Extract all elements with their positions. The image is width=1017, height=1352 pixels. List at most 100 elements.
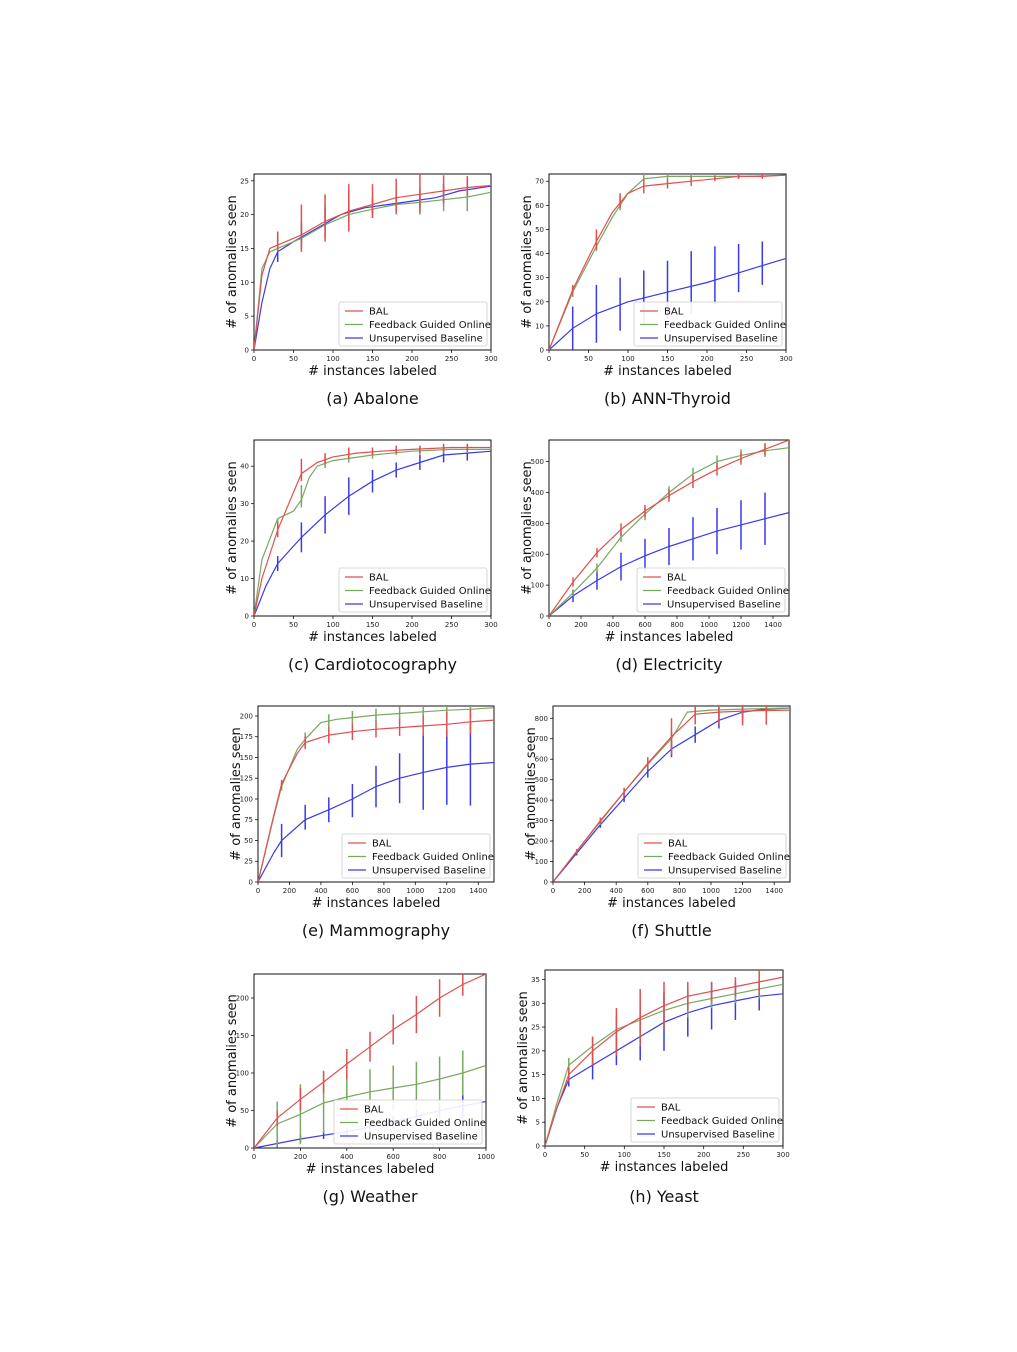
y-axis-label: # of anomalies seen xyxy=(516,991,531,1125)
x-tick-label: 100 xyxy=(621,355,634,363)
y-tick-label: 25 xyxy=(531,1024,540,1032)
legend-label-bal: BAL xyxy=(661,1103,681,1114)
chart-caption: (e) Mammography xyxy=(302,921,450,940)
x-tick-label: 600 xyxy=(641,887,654,895)
series-line-ub xyxy=(545,993,783,1146)
x-tick-label: 400 xyxy=(610,887,623,895)
x-tick-label: 400 xyxy=(314,887,327,895)
legend-label-fgo: Feedback Guided Online xyxy=(661,1116,783,1127)
y-axis-label: # of anomalies seen xyxy=(229,727,244,861)
legend-box xyxy=(341,833,491,879)
x-tick-label: 50 xyxy=(580,1151,589,1159)
legend-box xyxy=(637,833,787,879)
chart-4: 0 200 400 600 800 1000 1200 1400 0 100 200 300 400 50… xyxy=(520,439,790,674)
x-tick-label: 100 xyxy=(618,1151,631,1159)
legend-label-bal: BAL xyxy=(664,307,684,318)
legend-label-ub: Unsupervised Baseline xyxy=(372,866,486,877)
legend-label-fgo: Feedback Guided Online xyxy=(369,320,491,331)
series-line-fgo xyxy=(258,707,494,882)
legend: BAL Feedback Guided Online Unsupervised Ba… xyxy=(333,1099,486,1145)
y-tick-label: 100 xyxy=(535,858,548,866)
y-tick-label: 5 xyxy=(536,1119,540,1127)
y-tick-label: 200 xyxy=(236,995,249,1003)
chart-3: 0 50 100 150 200 250 300 0 10 20 30 40 # instances l… xyxy=(225,439,498,674)
y-tick-label: 150 xyxy=(236,1032,249,1040)
x-tick-label: 300 xyxy=(779,355,792,363)
x-tick-label: 1200 xyxy=(732,621,750,629)
y-tick-label: 400 xyxy=(535,797,548,805)
y-axis-label: # of anomalies seen xyxy=(225,461,240,595)
legend-label-ub: Unsupervised Baseline xyxy=(369,600,483,611)
x-tick-label: 200 xyxy=(294,1153,307,1161)
series-line-fgo xyxy=(254,448,491,616)
x-tick-label: 0 xyxy=(252,355,256,363)
legend-label-fgo: Feedback Guided Online xyxy=(372,852,494,863)
x-tick-label: 300 xyxy=(484,355,497,363)
y-tick-label: 5 xyxy=(245,313,249,321)
chart-caption: (h) Yeast xyxy=(629,1187,699,1206)
y-tick-label: 40 xyxy=(535,250,544,258)
y-tick-label: 100 xyxy=(531,582,544,590)
y-tick-label: 30 xyxy=(240,500,249,508)
y-axis-label: # of anomalies seen xyxy=(225,994,240,1128)
chart-5: 0 200 400 600 800 1000 1200 1400 0 25 50 75 100 125 15… xyxy=(229,705,495,940)
legend-box xyxy=(333,1099,483,1145)
x-tick-label: 0 xyxy=(547,355,551,363)
x-tick-label: 200 xyxy=(700,355,713,363)
x-tick-label: 250 xyxy=(445,621,458,629)
x-tick-label: 300 xyxy=(484,621,497,629)
x-tick-label: 800 xyxy=(670,621,683,629)
y-tick-label: 10 xyxy=(240,575,249,583)
chart-caption: (g) Weather xyxy=(322,1187,418,1206)
chart-caption: (d) Electricity xyxy=(615,655,722,674)
legend-box xyxy=(633,301,783,347)
x-tick-label: 0 xyxy=(252,621,256,629)
chart-caption: (a) Abalone xyxy=(326,389,419,408)
legend: BAL Feedback Guided Online Unsupervised Ba… xyxy=(637,833,790,879)
x-tick-label: 0 xyxy=(252,1153,256,1161)
legend-label-ub: Unsupervised Baseline xyxy=(364,1132,478,1143)
legend-label-bal: BAL xyxy=(372,839,392,850)
y-tick-label: 150 xyxy=(240,754,253,762)
legend-box xyxy=(630,1097,780,1143)
legend-label-ub: Unsupervised Baseline xyxy=(661,1130,775,1141)
series-group xyxy=(254,443,491,616)
y-tick-label: 300 xyxy=(531,520,544,528)
legend-label-fgo: Feedback Guided Online xyxy=(369,586,491,597)
legend-label-fgo: Feedback Guided Online xyxy=(664,320,786,331)
y-tick-label: 300 xyxy=(535,817,548,825)
x-axis-label: # instances labeled xyxy=(312,896,441,911)
y-tick-label: 200 xyxy=(535,838,548,846)
legend-box xyxy=(338,301,488,347)
y-tick-label: 50 xyxy=(535,226,544,234)
series-line-bal xyxy=(549,174,786,350)
y-tick-label: 10 xyxy=(535,322,544,330)
y-tick-label: 0 xyxy=(245,613,249,621)
series-group xyxy=(258,706,494,882)
chart-8: 0 50 100 150 200 250 300 0 5 10 15 20 25 30 35 # instan… xyxy=(516,969,790,1206)
chart-2: 0 50 100 150 200 250 300 0 10 20 30 40 50 60 70 # insta… xyxy=(520,173,793,408)
legend: BAL Feedback Guided Online Unsupervised Ba… xyxy=(633,301,786,347)
legend-label-ub: Unsupervised Baseline xyxy=(668,866,782,877)
x-tick-label: 0 xyxy=(551,887,555,895)
y-tick-label: 30 xyxy=(531,1000,540,1008)
series-group xyxy=(549,440,789,616)
y-tick-label: 100 xyxy=(240,795,253,803)
chart-6: 0 200 400 600 800 1000 1200 1400 0 100 200 300 400 50… xyxy=(524,705,791,940)
y-tick-label: 500 xyxy=(535,776,548,784)
series-group xyxy=(254,174,491,350)
y-tick-label: 0 xyxy=(544,879,548,887)
x-tick-label: 100 xyxy=(326,355,339,363)
y-tick-label: 50 xyxy=(240,1107,249,1115)
series-line-ub xyxy=(254,450,491,616)
chart-caption: (f) Shuttle xyxy=(631,921,711,940)
x-tick-label: 50 xyxy=(289,621,298,629)
y-tick-label: 125 xyxy=(240,775,253,783)
x-axis-label: # instances labeled xyxy=(308,630,437,645)
legend-label-bal: BAL xyxy=(668,839,688,850)
y-tick-label: 10 xyxy=(240,279,249,287)
x-tick-label: 0 xyxy=(543,1151,547,1159)
x-tick-label: 400 xyxy=(340,1153,353,1161)
x-tick-label: 800 xyxy=(673,887,686,895)
